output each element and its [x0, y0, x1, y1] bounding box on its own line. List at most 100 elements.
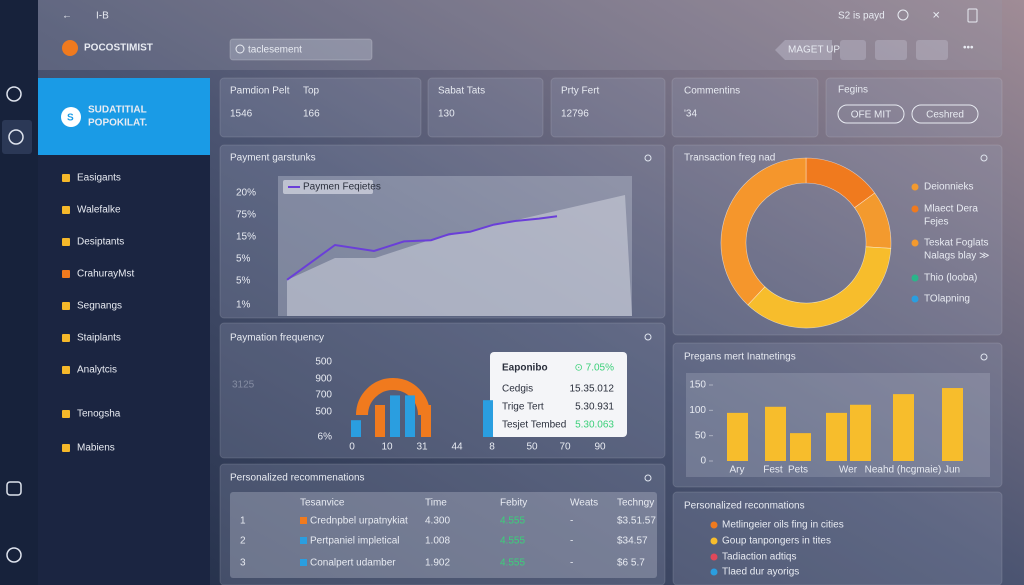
- menu-item[interactable]: Desiptants: [77, 237, 124, 248]
- x-label: 50: [526, 442, 538, 453]
- row-marker: [300, 537, 307, 544]
- top-icon[interactable]: [897, 9, 909, 21]
- rail-icon[interactable]: [6, 547, 22, 563]
- rail-icon[interactable]: [8, 129, 24, 145]
- bar: [390, 395, 400, 437]
- y-label: 15%: [236, 232, 256, 243]
- y-label: 6%: [318, 432, 333, 443]
- stat-label: Sabat Tats: [438, 86, 485, 97]
- menu-icon: [62, 238, 70, 246]
- menu-item[interactable]: Tenogsha: [77, 409, 121, 420]
- bar: [351, 420, 361, 437]
- table-cell: Crednpbel urpatnykiat: [310, 516, 408, 527]
- rail-icon[interactable]: [6, 481, 22, 496]
- x-tick-label: Pets: [788, 465, 808, 476]
- table-cell: $3.51.57: [617, 516, 656, 527]
- icon-button[interactable]: [916, 40, 948, 60]
- y-label: 5%: [236, 276, 251, 287]
- x-label: 0: [349, 442, 355, 453]
- tooltip-title: Eaponibo: [502, 363, 548, 374]
- table-cell: Pertpaniel impletical: [310, 536, 400, 547]
- stat-value: 166: [303, 109, 320, 120]
- panel-icon[interactable]: [644, 333, 652, 341]
- table: [230, 492, 657, 578]
- filter-button[interactable]: [837, 104, 905, 124]
- bar: [727, 412, 748, 461]
- table-header: Tesanvice: [300, 498, 345, 509]
- menu-icon: [62, 334, 70, 342]
- bar: [765, 406, 786, 461]
- sidebar-logo: [61, 107, 81, 127]
- menu-item[interactable]: Mabiens: [77, 443, 115, 454]
- list-item: Metlingeier oils fing in cities: [722, 520, 844, 531]
- x-label: 31: [416, 442, 428, 453]
- table-cell: 3: [240, 558, 246, 569]
- bar: [826, 412, 847, 461]
- bar: [375, 405, 385, 437]
- filter-button[interactable]: [911, 104, 979, 124]
- stat-card: [671, 77, 819, 138]
- icon-button[interactable]: [840, 40, 866, 60]
- table-cell: 1.902: [425, 558, 450, 569]
- menu-item[interactable]: Walefalke: [77, 205, 121, 216]
- panel-icon[interactable]: [644, 154, 652, 162]
- panel-icon[interactable]: [980, 353, 988, 361]
- search-icon: [235, 44, 245, 54]
- more-icon[interactable]: •••: [963, 43, 974, 54]
- menu-item[interactable]: CrahurayMst: [77, 269, 134, 280]
- stat-label: Pamdion Pelt: [230, 86, 290, 97]
- table-cell: $6 5.7: [617, 558, 645, 569]
- bar: [790, 433, 811, 461]
- close-icon[interactable]: ✕: [932, 11, 940, 22]
- legend-label: Deionnieks: [924, 182, 973, 193]
- icon-button[interactable]: [875, 40, 907, 60]
- stat-label: Top: [303, 86, 320, 97]
- tooltip-value: 15.35.012: [570, 384, 615, 395]
- panel-title: Personalized recommenations: [230, 473, 365, 484]
- y-tick-label: 0: [700, 456, 706, 467]
- table-header: Techngy: [617, 498, 654, 509]
- menu-item[interactable]: Easigants: [77, 173, 121, 184]
- bar: [405, 395, 415, 437]
- tooltip-badge: ⊙ 7.05%: [574, 363, 614, 374]
- menu-icon: [62, 206, 70, 214]
- legend-dot: [911, 295, 919, 303]
- x-label: 44: [451, 442, 463, 453]
- legend-label: Nalags blay ≫: [924, 251, 990, 262]
- top-icon[interactable]: [967, 8, 978, 23]
- tooltip-key: Cedgis: [502, 384, 533, 395]
- panel-icon[interactable]: [980, 154, 988, 162]
- tooltip-value: 5.30.931: [575, 402, 614, 413]
- table-cell: 4.555: [500, 558, 525, 569]
- action-button[interactable]: [775, 40, 832, 60]
- bar: [850, 404, 871, 461]
- bar: [483, 400, 493, 437]
- row-marker: [300, 559, 307, 566]
- tooltip: [490, 352, 627, 437]
- logo-glyph: S: [67, 113, 74, 124]
- y-label: 20%: [236, 188, 256, 199]
- legend-dot: [911, 274, 919, 282]
- menu-item[interactable]: Staiplants: [77, 333, 121, 344]
- legend-dot: [911, 183, 919, 191]
- y-tick-label: 150: [689, 380, 706, 391]
- menu-item[interactable]: Segnangs: [77, 301, 122, 312]
- y-label: 900: [315, 374, 332, 385]
- back-arrow[interactable]: ←: [62, 11, 72, 22]
- table-cell: -: [570, 516, 573, 527]
- top-bar: [38, 0, 1002, 70]
- sidebar: [38, 78, 210, 585]
- rail-icon[interactable]: [6, 86, 22, 102]
- menu-item[interactable]: Analytcis: [77, 365, 117, 376]
- rail-active: [2, 120, 32, 154]
- stat-card: [427, 77, 544, 138]
- donut-segment: [720, 157, 807, 306]
- menu-icon: [62, 270, 70, 278]
- search-box[interactable]: [229, 38, 373, 61]
- stat-label: Prty Fert: [561, 86, 600, 97]
- table-header: Weats: [570, 498, 598, 509]
- stat-value: 12796: [561, 109, 589, 120]
- panel-icon[interactable]: [644, 474, 652, 482]
- table-header: Febity: [500, 498, 527, 509]
- x-label: 8: [489, 442, 495, 453]
